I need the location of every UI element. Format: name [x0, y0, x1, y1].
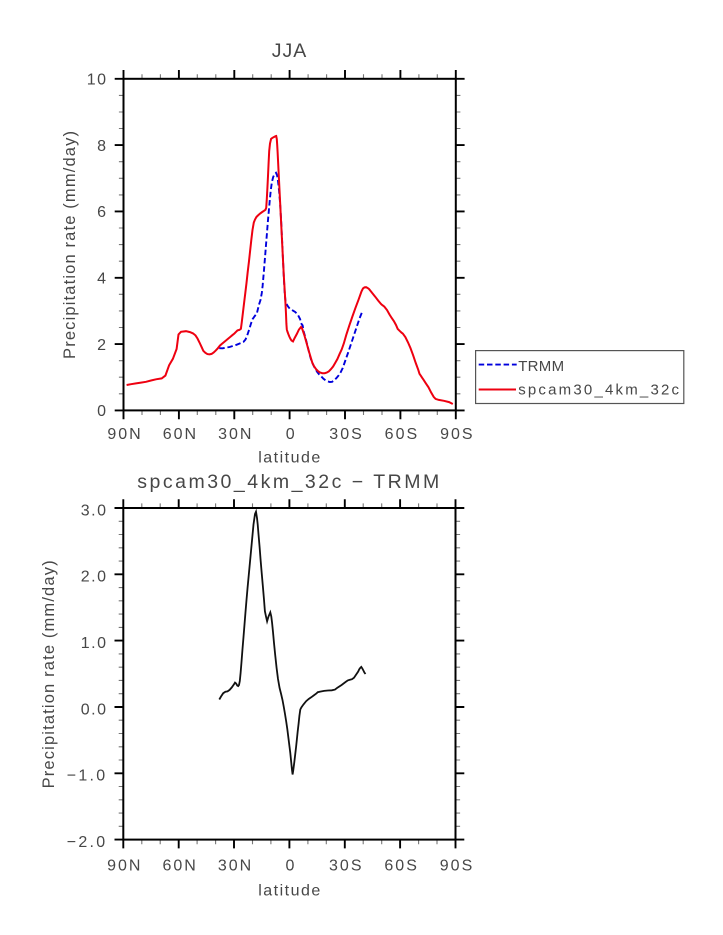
svg-text:Precipitation rate (mm/day): Precipitation rate (mm/day) [40, 559, 58, 788]
svg-text:10: 10 [87, 72, 108, 89]
svg-text:3.0: 3.0 [81, 502, 108, 519]
svg-text:latitude: latitude [258, 883, 322, 900]
svg-text:90N: 90N [107, 426, 142, 443]
svg-text:JJA: JJA [272, 40, 308, 62]
svg-text:−2.0: −2.0 [67, 834, 108, 851]
svg-text:2: 2 [97, 337, 107, 354]
svg-text:spcam30_4km_32c: spcam30_4km_32c [518, 382, 681, 399]
svg-text:90S: 90S [440, 858, 474, 875]
svg-text:0: 0 [97, 403, 107, 420]
svg-text:TRMM: TRMM [518, 358, 564, 375]
svg-text:Precipitation rate (mm/day): Precipitation rate (mm/day) [61, 130, 79, 359]
svg-text:spcam30_4km_32c − TRMM: spcam30_4km_32c − TRMM [137, 471, 441, 493]
svg-text:−1.0: −1.0 [67, 768, 108, 785]
svg-text:90N: 90N [107, 858, 142, 875]
svg-text:60N: 60N [162, 858, 197, 875]
svg-text:1.0: 1.0 [81, 635, 108, 652]
svg-text:60S: 60S [385, 426, 419, 443]
svg-text:4: 4 [97, 271, 107, 288]
svg-text:0.0: 0.0 [81, 701, 108, 718]
svg-text:30S: 30S [329, 426, 363, 443]
svg-text:60S: 60S [384, 858, 418, 875]
svg-text:30N: 30N [218, 858, 253, 875]
svg-text:30N: 30N [218, 426, 253, 443]
svg-text:60N: 60N [163, 426, 198, 443]
svg-text:0: 0 [285, 858, 296, 875]
svg-text:6: 6 [97, 204, 107, 221]
svg-text:latitude: latitude [258, 450, 322, 467]
svg-text:0: 0 [286, 426, 297, 443]
svg-text:2.0: 2.0 [81, 569, 108, 586]
svg-text:8: 8 [97, 138, 107, 155]
svg-text:90S: 90S [440, 426, 474, 443]
svg-text:30S: 30S [329, 858, 363, 875]
